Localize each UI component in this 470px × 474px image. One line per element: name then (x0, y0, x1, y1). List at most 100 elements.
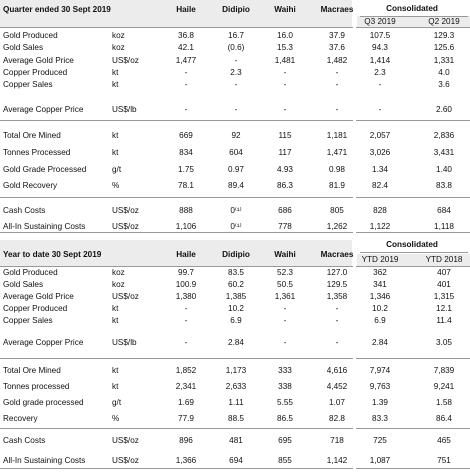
cell-value: 2.3 (230, 68, 242, 77)
cell-value: 2.84 (372, 338, 388, 347)
cell-value: 1,385 (225, 292, 247, 301)
cell-value: 1,142 (326, 456, 348, 465)
divider (360, 16, 468, 17)
row-label: Gold Sales (3, 43, 44, 52)
cell-value: 125.6 (433, 43, 455, 52)
cell-value: - (184, 338, 188, 347)
cell-value: 99.7 (178, 268, 194, 277)
cell-value: - (335, 316, 339, 325)
cell-value: 1,173 (225, 366, 247, 375)
cell-value: 2.60 (436, 105, 452, 114)
cell-value: 10.2 (228, 304, 244, 313)
cell-value: - (335, 68, 339, 77)
row-label: Copper Sales (3, 316, 53, 325)
cell-value: 1.40 (436, 165, 452, 174)
row-label: Total Ore Mined (3, 366, 61, 375)
cell-value: - (234, 80, 238, 89)
row-label: Tonnes Processed (3, 148, 71, 157)
cell-value: (0.6) (227, 43, 245, 52)
cell-value: 4,452 (326, 382, 348, 391)
cell-value: 1,315 (433, 292, 455, 301)
row-label: Gold Produced (3, 268, 58, 277)
cell-value: 5.55 (277, 398, 293, 407)
unit: US$/oz (112, 436, 139, 445)
cell-value: 9,241 (433, 382, 455, 391)
cell-value: 805 (330, 206, 344, 215)
cell-value: 129.5 (326, 280, 348, 289)
row-label: Average Copper Price (3, 338, 84, 347)
cell-value: - (378, 105, 382, 114)
cell-value: 694 (229, 456, 243, 465)
cell-value: 15.3 (277, 43, 293, 52)
cell-value: 89.4 (228, 181, 244, 190)
row-label: All-In Sustaining Costs (3, 456, 86, 465)
row-label: Gold Sales (3, 280, 44, 289)
cell-value: 684 (437, 206, 451, 215)
cell-value: - (335, 80, 339, 89)
unit: kt (112, 316, 119, 325)
cell-value: - (234, 105, 238, 114)
cell-value: 1.69 (178, 398, 194, 407)
row-label: Gold Recovery (3, 181, 58, 190)
cell-value: - (283, 68, 287, 77)
cell-value: 0.98 (329, 165, 345, 174)
cell-value: 401 (437, 280, 451, 289)
cell-value: 0.97 (228, 165, 244, 174)
cell-value: 107.5 (369, 31, 391, 40)
cell-value: - (184, 68, 188, 77)
cell-value: 1,106 (175, 222, 197, 231)
row-label: Recovery (3, 414, 38, 423)
header-band (0, 0, 352, 27)
cell-value: 2,057 (369, 131, 391, 140)
cell-value: 481 (229, 436, 243, 445)
cell-value: 465 (437, 436, 451, 445)
cell-value: 1,852 (175, 366, 197, 375)
unit: g/t (112, 165, 122, 174)
divider (0, 428, 470, 429)
cell-value: 338 (278, 382, 292, 391)
cell-value: - (378, 80, 382, 89)
cell-value: 7,974 (369, 366, 391, 375)
cell-value: 3,431 (433, 148, 455, 157)
header-band (0, 240, 352, 266)
consolidated-header: Consolidated (386, 240, 438, 249)
column-gap (353, 0, 356, 474)
cell-value: 669 (179, 131, 193, 140)
cell-value: 78.1 (178, 181, 194, 190)
row-label: Copper Produced (3, 68, 68, 77)
cell-value: 52.3 (277, 268, 293, 277)
period-header: YTD 2019 (361, 255, 399, 264)
cell-value: 1,471 (326, 148, 348, 157)
cell-value: 1.75 (178, 165, 194, 174)
cell-value: 11.4 (436, 316, 452, 325)
column-header: Haile (176, 250, 196, 259)
row-label: Copper Sales (3, 80, 53, 89)
column-header: Macraes (320, 250, 354, 259)
cell-value: 4.93 (277, 165, 293, 174)
cell-value: - (283, 105, 287, 114)
unit: % (112, 414, 120, 423)
cell-value: 16.7 (228, 31, 244, 40)
divider (0, 468, 470, 469)
cell-value: 1,346 (369, 292, 391, 301)
cell-value: 686 (278, 206, 292, 215)
row-label: Tonnes processed (3, 382, 70, 391)
cell-value: 1,477 (175, 56, 197, 65)
unit: % (112, 181, 120, 190)
cell-value: 341 (373, 280, 387, 289)
cell-value: 9,763 (369, 382, 391, 391)
unit: US$/oz (112, 292, 139, 301)
cell-value: 81.9 (329, 181, 345, 190)
row-label: Gold grade processed (3, 398, 84, 407)
cell-value: 1,361 (274, 292, 296, 301)
cell-value: 1.58 (436, 398, 452, 407)
cell-value: 834 (179, 148, 193, 157)
divider (0, 120, 470, 121)
row-label: Average Copper Price (3, 105, 84, 114)
row-label: All-In Sustaining Costs (3, 222, 86, 231)
cell-value: - (184, 316, 188, 325)
row-label: Cash Costs (3, 436, 46, 445)
row-label: Average Gold Price (3, 292, 74, 301)
column-header: Haile (176, 5, 196, 14)
